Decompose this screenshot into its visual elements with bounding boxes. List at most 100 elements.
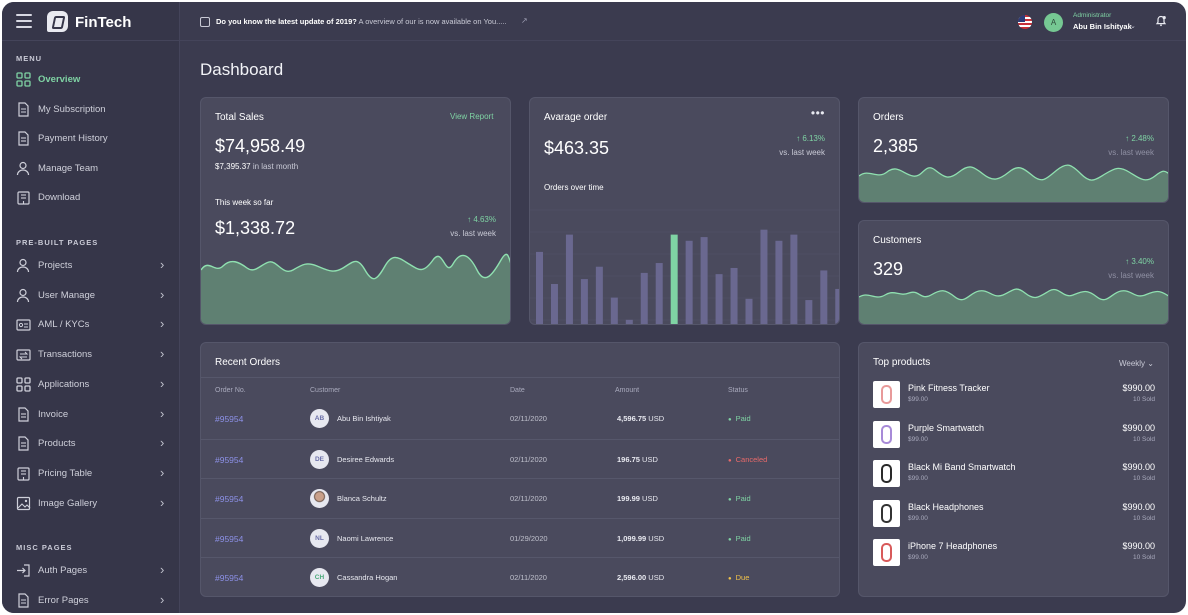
- user-name[interactable]: Abu Bin Ishityak: [1073, 22, 1132, 31]
- brand-name: FinTech: [75, 14, 132, 31]
- chart-bar[interactable]: [550, 284, 558, 325]
- list-item[interactable]: Purple Smartwatch $99.00 $990.00 10 Sold: [873, 419, 1155, 455]
- chart-bar[interactable]: [730, 267, 738, 325]
- orders-sparkline: [859, 164, 1168, 202]
- sidebar-item-aml-kycs[interactable]: AML / KYCs ›: [2, 313, 180, 339]
- news-ticker[interactable]: Do you know the latest update of 2019? A…: [216, 17, 507, 26]
- chart-bar[interactable]: [536, 251, 543, 325]
- chart-bar[interactable]: [820, 270, 828, 325]
- chart-bar[interactable]: [805, 300, 813, 325]
- order-id-link[interactable]: #95954: [215, 533, 244, 544]
- order-date: 02/11/2020: [510, 454, 547, 464]
- sidebar-item-label: Image Gallery: [38, 497, 98, 509]
- sidebar-item-payment-history[interactable]: Payment History: [2, 127, 180, 153]
- product-name: Pink Fitness Tracker: [908, 383, 990, 393]
- sidebar-item-label: Overview: [38, 74, 81, 85]
- chart-bar[interactable]: [715, 274, 723, 325]
- sidebar-item-pricing-table[interactable]: Pricing Table ›: [2, 462, 180, 488]
- customers-title: Customers: [873, 235, 922, 246]
- sidebar-item-error-pages[interactable]: Error Pages ›: [2, 589, 180, 614]
- order-amount: 1,099.99 USD: [617, 534, 664, 543]
- average-order-value: $463.35: [544, 138, 610, 158]
- chart-bar[interactable]: [595, 266, 603, 325]
- status-badge: Paid: [728, 414, 751, 423]
- chart-bar[interactable]: [685, 240, 693, 325]
- chart-bar[interactable]: [760, 229, 768, 325]
- document-icon: [16, 592, 31, 608]
- sidebar-item-products[interactable]: Products ›: [2, 432, 180, 458]
- chart-bar[interactable]: [580, 279, 588, 325]
- sidebar-item-download[interactable]: Download: [2, 186, 180, 212]
- view-report-link[interactable]: View Report: [450, 112, 494, 121]
- chart-bar[interactable]: [835, 288, 840, 325]
- menu-toggle-icon[interactable]: [16, 14, 32, 28]
- chart-bar[interactable]: [625, 319, 633, 325]
- list-item[interactable]: iPhone 7 Headphones $99.00 $990.00 10 Sold: [873, 537, 1155, 573]
- column-header-amount: Amount: [615, 387, 640, 394]
- weekly-filter-dropdown[interactable]: Weekly ⌄: [1119, 359, 1154, 368]
- sidebar-item-my-subscription[interactable]: My Subscription: [2, 98, 180, 124]
- order-id-link[interactable]: #95954: [215, 414, 244, 424]
- chevron-down-icon[interactable]: ⌄: [1130, 23, 1136, 30]
- chart-bar[interactable]: [775, 240, 783, 325]
- us-flag-icon[interactable]: [1018, 15, 1032, 29]
- sidebar-item-transactions[interactable]: Transactions ›: [2, 343, 180, 369]
- chart-bar[interactable]: [670, 234, 678, 325]
- order-id-link[interactable]: #95954: [215, 494, 244, 505]
- sidebar-item-label: Pricing Table: [38, 467, 93, 479]
- order-id-link[interactable]: #95954: [215, 573, 244, 584]
- chart-bar[interactable]: [610, 297, 618, 325]
- chart-bar[interactable]: [565, 234, 573, 325]
- status-badge: Paid: [728, 534, 751, 543]
- sidebar-item-image-gallery[interactable]: Image Gallery ›: [2, 492, 180, 518]
- sidebar-item-label: Error Pages: [38, 594, 89, 606]
- product-thumbnail-icon: [881, 543, 892, 562]
- sidebar-item-manage-team[interactable]: Manage Team: [2, 157, 180, 183]
- sidebar-item-label: Download: [38, 192, 81, 204]
- product-name: Black Headphones: [908, 501, 984, 512]
- chart-bar[interactable]: [700, 237, 708, 325]
- chevron-down-icon: ⌄: [1147, 359, 1154, 368]
- chart-bar[interactable]: [655, 263, 663, 325]
- customer-name: Abu Bin Ishtiyak: [337, 414, 391, 423]
- sidebar-item-label: Invoice: [38, 408, 69, 420]
- list-item[interactable]: Black Mi Band Smartwatch $99.00 $990.00 10 …: [873, 458, 1155, 494]
- product-image: [873, 499, 900, 527]
- section-title-misc: MISC PAGES: [16, 543, 73, 552]
- customers-change-value: 3.40%: [1131, 257, 1154, 266]
- customers-card: Customers 329 ↑ 3.40% vs. last week: [858, 220, 1169, 325]
- chart-bar[interactable]: [640, 272, 648, 325]
- external-link-icon[interactable]: ↗: [521, 16, 528, 25]
- more-options-icon[interactable]: •••: [810, 106, 825, 120]
- total-sales-title: Total Sales: [215, 112, 264, 123]
- order-id-link[interactable]: #95954: [215, 454, 244, 465]
- chart-bar[interactable]: [745, 298, 753, 325]
- table-row[interactable]: #95954 Blanca Schultz 02/11/2020 199.99 USD…: [201, 478, 839, 518]
- sidebar-item-applications[interactable]: Applications ›: [2, 373, 180, 399]
- sidebar-item-invoice[interactable]: Invoice ›: [2, 403, 180, 429]
- sidebar-item-auth-pages[interactable]: Auth Pages ›: [2, 559, 180, 585]
- product-sold: 10 Sold: [1132, 514, 1155, 522]
- recent-orders-title: Recent Orders: [215, 357, 281, 368]
- bell-icon[interactable]: [1155, 15, 1167, 27]
- list-item[interactable]: Black Headphones $99.00 $990.00 10 Sold: [873, 498, 1155, 534]
- sidebar-item-projects[interactable]: Projects ›: [2, 254, 180, 280]
- table-row[interactable]: #95954 AB Abu Bin Ishtiyak 02/11/2020 4,596.…: [201, 399, 839, 439]
- total-sales-value: $74,958.49: [215, 136, 306, 156]
- order-date: 02/11/2020: [510, 573, 547, 583]
- sidebar-item-user-manage[interactable]: User Manage ›: [2, 284, 180, 310]
- chart-bar[interactable]: [790, 234, 798, 325]
- list-item[interactable]: Pink Fitness Tracker $99.00 $990.00 10 Sold: [873, 379, 1155, 415]
- amount-currency: USD: [648, 414, 665, 423]
- user-icon: [16, 161, 31, 176]
- orders-card: Orders 2,385 ↑ 2.48% vs. last week: [858, 97, 1169, 203]
- product-price: $99.00: [908, 475, 928, 482]
- avatar[interactable]: A: [1044, 13, 1063, 32]
- product-image: [873, 420, 900, 448]
- table-row[interactable]: #95954 CH Cassandra Hogan 02/11/2020 2,596.0…: [201, 557, 839, 596]
- weekly-filter-label: Weekly: [1118, 359, 1146, 368]
- column-header-date: Date: [510, 387, 525, 394]
- sidebar-item-overview[interactable]: Overview: [2, 68, 180, 94]
- table-row[interactable]: #95954 DE Desiree Edwards 02/11/2020 196.75 …: [201, 438, 839, 479]
- table-row[interactable]: #95954 NL Naomi Lawrence 01/29/2020 1,099.99…: [201, 517, 839, 558]
